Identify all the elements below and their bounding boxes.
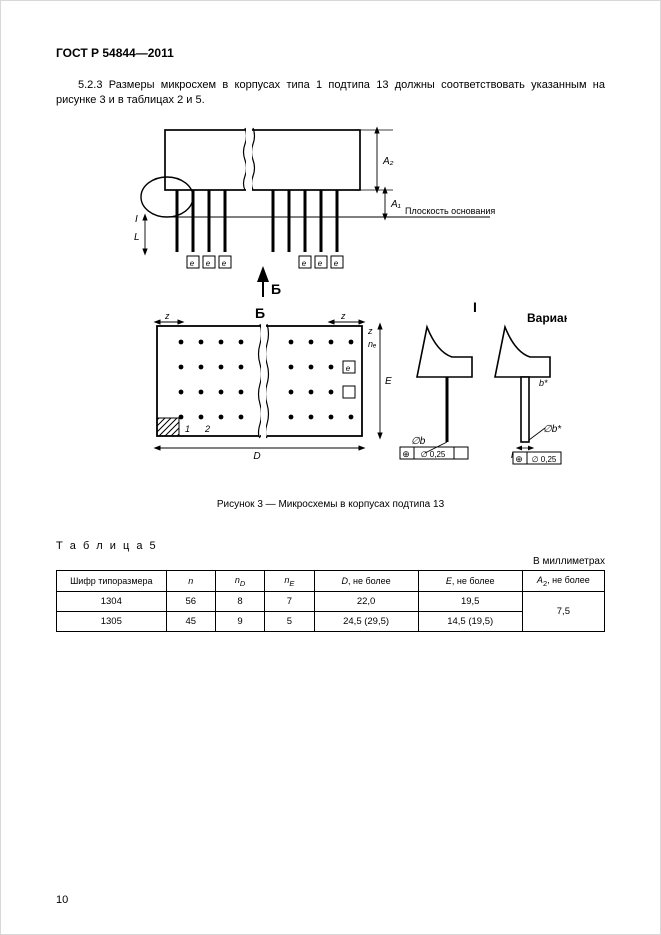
svg-text:A₂: A₂ (382, 156, 394, 167)
page-number: 10 (56, 894, 68, 906)
col-2: nD (215, 570, 264, 592)
svg-text:2: 2 (204, 424, 210, 434)
col-1: n (166, 570, 215, 592)
col-6: A2, не более (522, 570, 604, 592)
svg-text:e: e (189, 259, 194, 268)
svg-text:z: z (340, 311, 346, 321)
svg-text:∅b: ∅b (411, 436, 426, 447)
doc-id: ГОСТ Р 54844—2011 (56, 46, 605, 60)
svg-text:⊕: ⊕ (515, 454, 523, 464)
svg-text:b*: b* (539, 378, 548, 388)
svg-text:Вариант: Вариант (527, 311, 567, 325)
svg-text:D: D (253, 451, 260, 462)
svg-text:∅b*: ∅b* (543, 424, 562, 435)
svg-text:z: z (164, 311, 170, 321)
table-units: В миллиметрах (56, 556, 605, 567)
svg-text:e: e (221, 259, 226, 268)
figure-3: e e e e e e Плоскость основания A₁ A₂ (95, 122, 567, 489)
svg-text:L: L (134, 232, 140, 243)
col-0: Шифр типоразмера (57, 570, 167, 592)
clause-para: 5.2.3 Размеры микросхем в корпусах типа … (56, 78, 605, 108)
svg-text:e: e (205, 259, 210, 268)
svg-text:e: e (333, 259, 338, 268)
table-5: Шифр типоразмера n nD nE D, не более E, … (56, 570, 605, 633)
svg-text:e: e (301, 259, 306, 268)
svg-text:I: I (473, 299, 477, 315)
plane-label: Плоскость основания (405, 206, 495, 216)
svg-text:Б: Б (271, 281, 281, 297)
svg-text:z: z (367, 326, 373, 336)
svg-text:I: I (135, 214, 138, 225)
svg-text:e: e (317, 259, 322, 268)
table-label: Т а б л и ц а 5 (56, 540, 605, 552)
clause-text: Размеры микросхем в корпусах типа 1 подт… (56, 79, 605, 106)
svg-text:⊕: ⊕ (402, 449, 410, 459)
svg-text:e: e (345, 364, 350, 373)
figure-caption: Рисунок 3 — Микросхемы в корпусах подтип… (56, 499, 605, 510)
clause-num: 5.2.3 (78, 79, 102, 91)
col-5: E, не более (418, 570, 522, 592)
col-4: D, не более (314, 570, 418, 592)
svg-text:E: E (385, 376, 392, 387)
svg-text:Б: Б (254, 305, 264, 321)
col-3: nE (265, 570, 314, 592)
svg-text:∅ 0,25: ∅ 0,25 (420, 450, 445, 459)
svg-text:A₁: A₁ (390, 199, 401, 210)
svg-text:nₑ: nₑ (368, 339, 377, 349)
svg-text:1: 1 (185, 424, 190, 434)
svg-text:∅ 0,25: ∅ 0,25 (531, 455, 556, 464)
table-row: 1304 56 8 7 22,0 19,5 7,5 (57, 592, 605, 612)
